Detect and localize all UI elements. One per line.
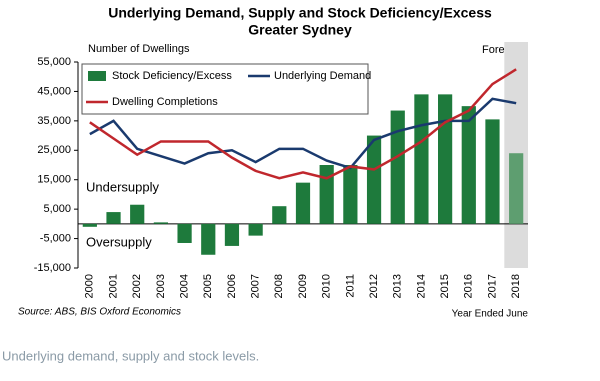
bar: [319, 165, 334, 224]
bar: [177, 223, 192, 243]
bar: [509, 153, 524, 224]
bar: [82, 223, 97, 227]
annotation: Oversupply: [86, 234, 152, 249]
y-tick-label: 25,000: [37, 144, 71, 156]
x-tick-label: 2000: [84, 274, 96, 298]
bar: [438, 94, 453, 224]
y-tick-label: 45,000: [37, 85, 71, 97]
x-tick-label: 2004: [178, 274, 190, 298]
chart-subtitle: Greater Sydney: [248, 22, 352, 38]
x-tick-label: 2001: [107, 274, 119, 298]
legend-label: Dwelling Completions: [112, 96, 218, 108]
chart-title: Underlying Demand, Supply and Stock Defi…: [108, 5, 492, 21]
bar: [461, 106, 476, 224]
x-tick-label: 2008: [273, 274, 285, 298]
bar: [201, 223, 216, 255]
bar: [272, 206, 287, 224]
x-tick-label: 2006: [226, 274, 238, 298]
bar: [248, 223, 263, 236]
bar: [295, 182, 311, 224]
y-tick-label: -5,000: [40, 232, 71, 244]
bar: [130, 204, 145, 224]
legend-swatch: [88, 71, 106, 81]
x-tick-label: 2005: [202, 274, 214, 298]
y-tick-label: 35,000: [37, 115, 71, 127]
x-tick-label: 2010: [321, 274, 333, 298]
bar: [343, 165, 358, 224]
x-tick-label: 2015: [439, 274, 451, 298]
x-tick-label: 2016: [463, 274, 475, 298]
y-tick-label: 5,000: [43, 203, 71, 215]
x-tick-label: 2002: [131, 274, 143, 298]
y-tick-label: -15,000: [34, 262, 71, 274]
legend-box: [81, 63, 369, 115]
legend-label: Stock Deficiency/Excess: [112, 70, 232, 82]
bar: [153, 222, 168, 224]
y-tick-label: 55,000: [37, 56, 71, 68]
x-tick-label: 2014: [415, 274, 427, 298]
x-tick-label: 2012: [368, 274, 380, 298]
line: [89, 68, 517, 180]
caption: Underlying demand, supply and stock leve…: [2, 348, 259, 363]
y-tick-label: 15,000: [37, 174, 71, 186]
x-tick-label: 2013: [392, 274, 404, 298]
bar: [414, 94, 429, 224]
bar: [106, 212, 121, 224]
x-axis-label: Year Ended June: [452, 309, 529, 320]
y-axis-label: Number of Dwellings: [88, 43, 190, 55]
x-tick-label: 2003: [155, 274, 167, 298]
x-tick-label: 2007: [250, 274, 262, 298]
bar: [366, 135, 382, 224]
line: [89, 97, 517, 170]
source: Source: ABS, BIS Oxford Economics: [18, 307, 181, 318]
x-tick-label: 2011: [344, 274, 356, 298]
x-tick-label: 2018: [510, 274, 522, 298]
x-tick-label: 2017: [486, 274, 498, 298]
bar: [390, 110, 405, 224]
legend-label: Underlying Demand: [274, 70, 371, 82]
annotation: Undersupply: [86, 179, 159, 194]
bar: [485, 119, 500, 224]
x-tick-label: 2009: [297, 274, 309, 298]
bar: [224, 223, 240, 246]
